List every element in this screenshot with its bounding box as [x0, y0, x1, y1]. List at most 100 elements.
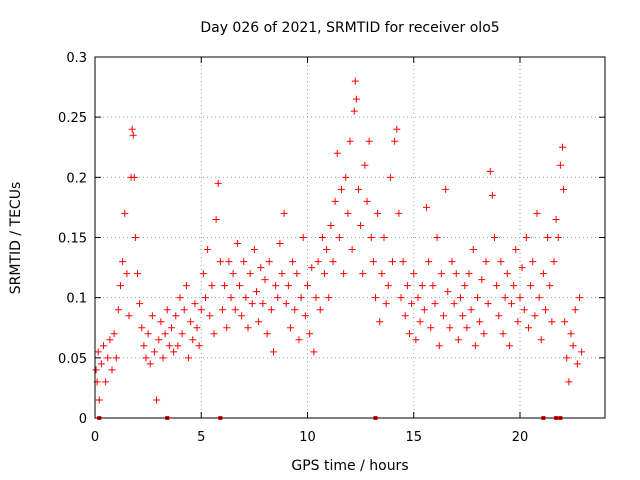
- data-point: [512, 246, 520, 254]
- data-point: [195, 342, 203, 350]
- data-point: [569, 342, 577, 350]
- data-point: [151, 348, 158, 356]
- data-point: [199, 270, 207, 278]
- data-point: [172, 312, 180, 320]
- data-point: [471, 342, 479, 350]
- data-point: [236, 282, 243, 290]
- x-tick-label: 5: [197, 430, 205, 445]
- data-point: [238, 312, 246, 320]
- data-point: [369, 258, 377, 266]
- data-point: [352, 95, 360, 103]
- data-point: [465, 270, 473, 278]
- data-point: [240, 258, 248, 266]
- x-tick-label: 20: [512, 430, 529, 445]
- data-point: [452, 270, 460, 278]
- data-point: [233, 240, 241, 248]
- data-point: [418, 282, 426, 290]
- chart-title: Day 026 of 2021, SRMTID for receiver olo…: [200, 20, 499, 36]
- data-point: [282, 300, 290, 308]
- data-point: [219, 306, 226, 314]
- data-point: [321, 270, 328, 278]
- data-point: [248, 300, 256, 308]
- data-point: [559, 143, 566, 151]
- data-point: [495, 312, 503, 320]
- data-point: [308, 264, 316, 272]
- data-point: [295, 336, 303, 344]
- data-point: [427, 324, 435, 332]
- data-point: [363, 197, 371, 205]
- data-point: [372, 294, 379, 302]
- data-point: [134, 270, 141, 278]
- data-point: [516, 294, 524, 302]
- data-point: [301, 312, 309, 320]
- data-point: [142, 354, 150, 362]
- y-tick-label: 0.15: [58, 232, 87, 247]
- data-point: [125, 312, 133, 320]
- data-point: [176, 294, 184, 302]
- data-point: [202, 294, 209, 302]
- x-axis-label: GPS time / hours: [291, 458, 408, 474]
- data-point: [304, 282, 311, 290]
- data-point: [461, 282, 469, 290]
- data-point: [146, 360, 154, 368]
- data-point: [117, 282, 124, 290]
- data-point: [397, 294, 405, 302]
- data-point: [406, 330, 413, 338]
- data-point: [423, 203, 430, 211]
- data-point: [376, 318, 384, 326]
- data-point: [100, 342, 107, 350]
- data-point: [331, 197, 339, 205]
- y-tick-label: 0.2: [66, 171, 87, 186]
- data-point: [454, 336, 462, 344]
- data-point: [102, 378, 110, 386]
- data-point: [576, 294, 583, 302]
- data-point: [270, 348, 277, 356]
- data-point: [257, 264, 265, 272]
- data-point: [395, 209, 403, 217]
- data-point: [293, 270, 301, 278]
- data-point: [338, 185, 345, 193]
- data-point: [121, 209, 129, 217]
- data-point: [214, 179, 222, 187]
- data-point: [229, 270, 237, 278]
- data-point: [429, 282, 437, 290]
- data-point: [359, 270, 367, 278]
- data-point: [291, 306, 299, 314]
- data-point: [327, 221, 335, 229]
- data-point: [567, 330, 575, 338]
- data-point: [255, 318, 263, 326]
- data-point: [408, 300, 416, 308]
- data-point: [346, 137, 354, 145]
- data-point: [450, 300, 458, 308]
- data-point: [476, 318, 484, 326]
- data-point: [357, 221, 365, 229]
- data-point: [310, 348, 318, 356]
- data-point: [261, 276, 269, 284]
- data-point: [544, 234, 552, 241]
- data-point: [437, 270, 445, 278]
- data-point: [474, 294, 481, 302]
- data-point: [414, 294, 422, 302]
- data-point: [442, 185, 450, 193]
- data-point: [250, 246, 258, 254]
- data-point: [410, 270, 418, 278]
- y-tick-label: 0.25: [58, 111, 87, 126]
- data-point: [323, 246, 331, 254]
- data-point: [157, 318, 165, 326]
- data-point: [144, 330, 152, 338]
- data-point: [505, 342, 513, 350]
- data-point: [486, 167, 494, 175]
- data-point: [159, 354, 167, 362]
- data-point: [533, 209, 541, 217]
- data-point: [527, 282, 535, 290]
- data-point: [136, 300, 144, 308]
- data-point: [416, 318, 424, 326]
- y-tick-label: 0.1: [66, 292, 87, 307]
- data-point: [278, 270, 286, 278]
- axis-ticks: 0 0.05 0.1 0.15 0.2 0.25 0.3 0 5 10 15 20: [58, 51, 605, 445]
- y-axis-label: SRMTID / TECUs: [8, 182, 24, 295]
- data-point: [306, 330, 314, 338]
- data-point: [225, 258, 233, 266]
- data-point: [259, 300, 267, 308]
